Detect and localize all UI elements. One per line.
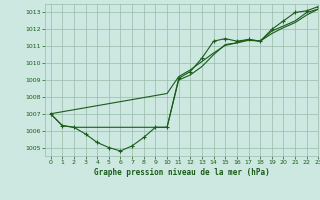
X-axis label: Graphe pression niveau de la mer (hPa): Graphe pression niveau de la mer (hPa) <box>94 168 269 177</box>
